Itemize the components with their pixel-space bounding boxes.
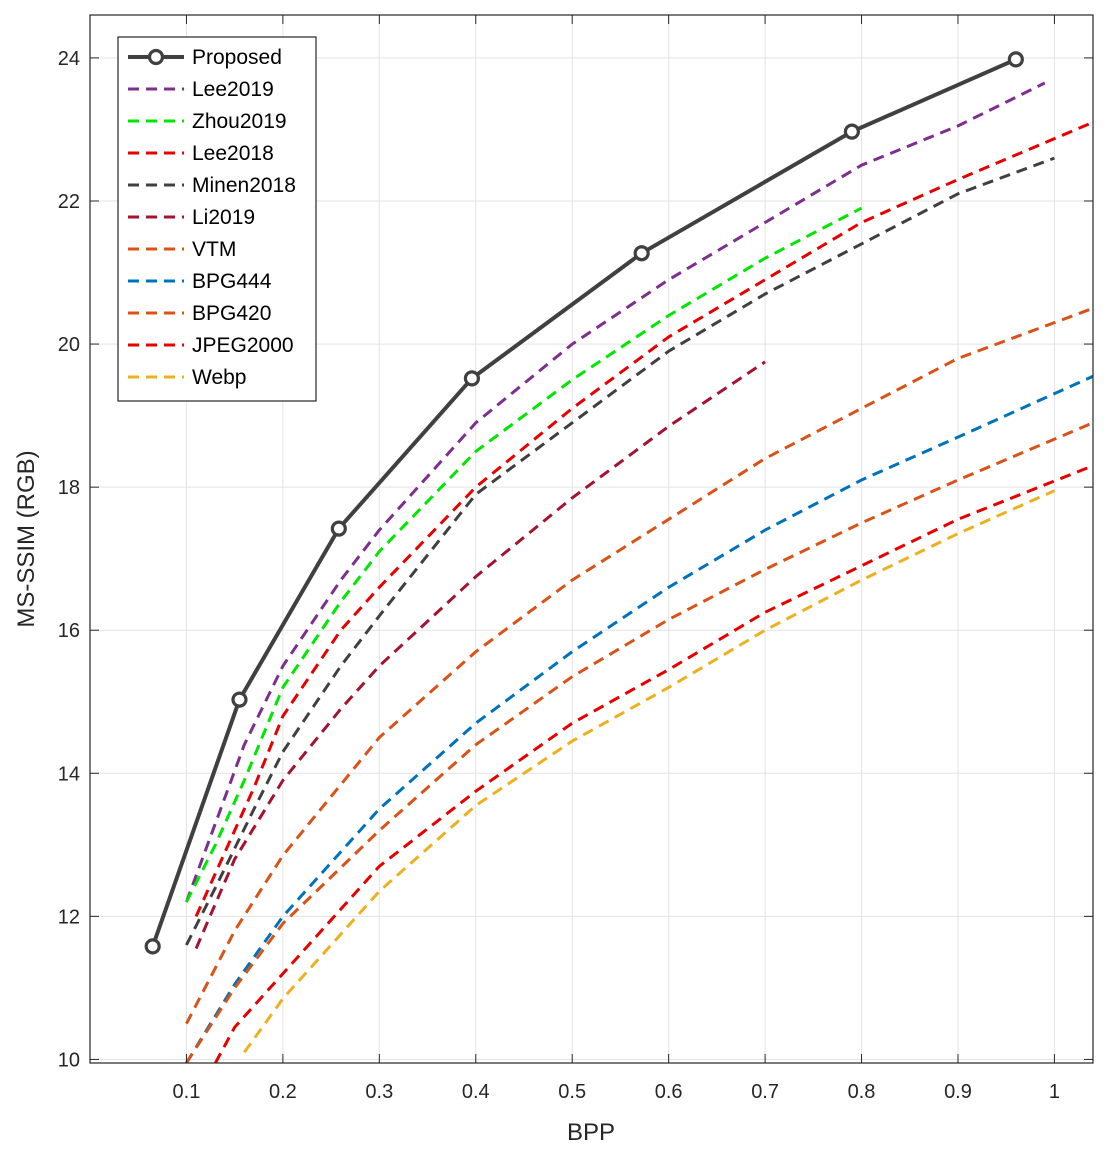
legend-label-li2019: Li2019 <box>192 206 255 229</box>
data-point-proposed <box>463 370 481 387</box>
legend-label-minen2018: Minen2018 <box>192 174 296 197</box>
data-point-proposed <box>843 123 860 140</box>
legend-label-vtm: VTM <box>192 238 236 261</box>
legend-marker-proposed <box>147 48 165 66</box>
y-tick-label: 20 <box>58 334 80 356</box>
series-line-bpg420 <box>185 421 1093 1063</box>
y-tick-label: 22 <box>58 191 80 213</box>
plot-frame <box>89 14 1094 1064</box>
legend-label-bpg444: BPG444 <box>192 270 272 293</box>
legend-label-webp: Webp <box>192 366 246 389</box>
series-line-zhou2019 <box>185 206 863 903</box>
ticks: 0.1 0.2 0.3 0.4 0.5 0.6 0.7 0.8 0.9 1 10 12 14 16 18 20… <box>58 15 1093 1103</box>
legend-label-proposed: Proposed <box>192 46 282 69</box>
x-tick-label: 0.5 <box>558 1081 586 1103</box>
x-tick-label: 0.6 <box>655 1081 683 1103</box>
marker-layer <box>144 51 1024 955</box>
x-tick-label: 0.2 <box>269 1081 297 1103</box>
y-tick-label: 18 <box>58 477 80 499</box>
series-line-minen2018 <box>185 156 1055 946</box>
y-tick-label: 16 <box>58 620 80 642</box>
data-point-proposed <box>633 245 650 262</box>
legend: Proposed Lee2019 Zhou2019 Lee2018 Minen2018 L… <box>117 36 317 402</box>
legend-box <box>117 36 317 402</box>
series-line-li2019 <box>194 360 766 950</box>
y-axis-label: MS-SSIM (RGB) <box>13 450 40 627</box>
x-tick-label: 0.3 <box>365 1081 393 1103</box>
x-tick-label: 0.4 <box>462 1081 490 1103</box>
legend-label-zhou2019: Zhou2019 <box>192 110 287 133</box>
series-line-webp <box>243 489 1056 1054</box>
series-line-lee2019 <box>184 81 1046 903</box>
x-tick-label: 0.1 <box>173 1081 201 1103</box>
y-tick-label: 14 <box>58 763 80 785</box>
legend-label-lee2019: Lee2019 <box>192 78 274 101</box>
data-point-proposed <box>1007 51 1024 68</box>
data-point-proposed <box>231 691 248 708</box>
series-line-bpg444 <box>185 374 1093 1063</box>
y-tick-label: 24 <box>58 48 80 70</box>
y-tick-label: 10 <box>58 1049 80 1071</box>
legend-label-lee2018: Lee2018 <box>192 142 274 165</box>
x-tick-label: 0.7 <box>751 1081 779 1103</box>
legend-label-bpg420: BPG420 <box>192 302 271 325</box>
data-point-proposed <box>144 938 161 955</box>
x-tick-label: 1 <box>1049 1081 1060 1103</box>
series-line-vtm <box>185 306 1093 1025</box>
x-axis-label: BPP <box>567 1119 615 1146</box>
data-point-proposed <box>330 520 347 537</box>
y-tick-label: 12 <box>58 906 80 928</box>
grid <box>90 15 1093 1063</box>
legend-label-jpeg2000: JPEG2000 <box>192 334 294 357</box>
x-tick-label: 0.9 <box>944 1081 972 1103</box>
x-tick-label: 0.8 <box>848 1081 876 1103</box>
